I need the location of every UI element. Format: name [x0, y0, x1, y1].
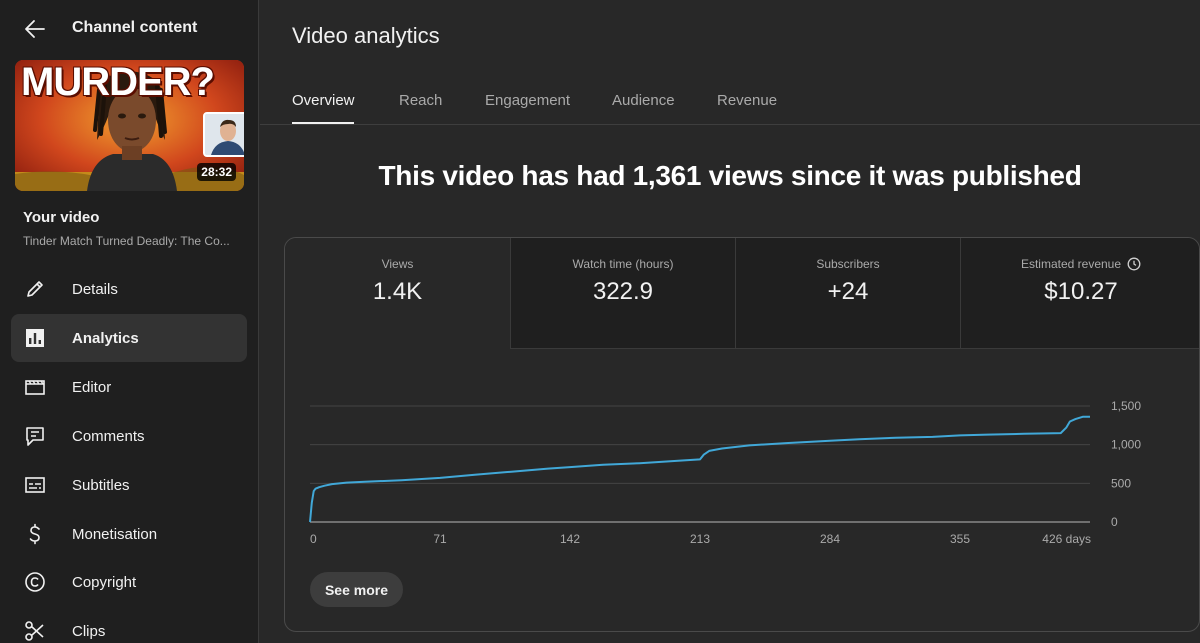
video-duration-badge: 28:32	[197, 163, 236, 181]
x-tick-label: 426 days	[1042, 532, 1091, 546]
views-series-line	[309, 415, 1091, 523]
metric-label: Subscribers	[816, 257, 880, 271]
subtitles-icon	[25, 477, 45, 493]
sidebar-item-details[interactable]: Details	[11, 265, 247, 313]
metric-value: 322.9	[592, 278, 654, 305]
metric-subscribers[interactable]: Subscribers +24	[736, 238, 961, 349]
clock-icon	[1127, 257, 1141, 271]
thumbnail-inset-portrait	[203, 112, 244, 157]
x-tick-label: 355	[950, 532, 970, 546]
analytics-icon	[26, 329, 44, 347]
sidebar-title: Channel content	[72, 19, 198, 36]
sidebar-item-label: Analytics	[72, 329, 139, 347]
metric-value: +24	[827, 278, 869, 305]
views-line-chart: 0 500 1,000 1,500 0 71 142 213 284 355 426 days	[309, 399, 1141, 546]
tab-audience[interactable]: Audience	[612, 92, 675, 109]
your-video-label: Your video	[23, 209, 100, 226]
analytics-tabs: Overview Reach Engagement Audience Reven…	[260, 80, 1200, 125]
metric-value: 1.4K	[372, 278, 423, 305]
x-tick-label: 0	[310, 532, 317, 546]
back-arrow-icon[interactable]	[22, 16, 48, 42]
dollar-icon	[29, 523, 40, 545]
pencil-icon	[27, 281, 43, 297]
metric-estimated-revenue[interactable]: Estimated revenue $10.27	[961, 238, 1199, 349]
sidebar-item-clips[interactable]: Clips	[11, 607, 247, 643]
copyright-icon	[25, 572, 45, 592]
y-tick-label: 1,500	[1111, 399, 1141, 413]
metric-value: $10.27	[1044, 278, 1118, 305]
thumbnail-overlay-text: MURDER?	[21, 60, 215, 104]
metric-views[interactable]: Views 1.4K	[285, 238, 511, 349]
metric-label: Watch time (hours)	[572, 257, 674, 271]
sidebar-item-label: Details	[72, 280, 118, 298]
metric-label: Views	[381, 257, 414, 271]
sidebar-item-monetisation[interactable]: Monetisation	[11, 510, 247, 558]
y-tick-label: 0	[1111, 515, 1118, 529]
comments-icon	[26, 427, 44, 446]
sidebar-item-copyright[interactable]: Copyright	[11, 558, 247, 606]
sidebar-header: Channel content	[0, 0, 259, 58]
tab-reach[interactable]: Reach	[399, 92, 443, 109]
sidebar-item-editor[interactable]: Editor	[11, 363, 247, 411]
metric-label-text: Estimated revenue	[1020, 257, 1122, 271]
active-tab-indicator	[292, 122, 354, 124]
video-title[interactable]: Tinder Match Turned Deadly: The Co...	[23, 234, 230, 248]
page-title: Video analytics	[292, 23, 440, 48]
tab-engagement[interactable]: Engagement	[485, 92, 571, 109]
sidebar-item-label: Copyright	[72, 573, 137, 591]
x-tick-label: 213	[690, 532, 710, 546]
sidebar-item-label: Editor	[72, 378, 112, 396]
sidebar-item-comments[interactable]: Comments	[11, 412, 247, 460]
sidebar-item-label: Clips	[72, 622, 106, 640]
inset-person-icon	[205, 114, 244, 155]
y-tick-label: 500	[1111, 476, 1131, 490]
clapperboard-icon	[25, 380, 45, 395]
see-more-button[interactable]: See more	[310, 572, 403, 607]
sidebar-item-label: Monetisation	[72, 525, 158, 543]
x-tick-label: 142	[560, 532, 580, 546]
analytics-card: Views 1.4K Watch time (hours) 322.9 Subs…	[284, 237, 1200, 632]
sidebar: Channel content MURDER?	[0, 0, 259, 643]
x-tick-label: 284	[820, 532, 840, 546]
metric-label: Estimated revenue	[961, 257, 1199, 271]
scissors-icon	[25, 621, 44, 641]
sidebar-item-label: Comments	[72, 427, 145, 445]
y-tick-label: 1,000	[1111, 438, 1141, 452]
tab-overview[interactable]: Overview	[292, 92, 355, 109]
sidebar-item-label: Subtitles	[72, 476, 130, 494]
sidebar-item-analytics[interactable]: Analytics	[11, 314, 247, 362]
x-tick-label: 71	[433, 532, 447, 546]
video-thumbnail[interactable]: MURDER? 28:32	[15, 60, 244, 191]
tab-revenue[interactable]: Revenue	[717, 92, 778, 109]
views-headline: This video has had 1,361 views since it …	[378, 160, 1082, 191]
sidebar-item-subtitles[interactable]: Subtitles	[11, 461, 247, 509]
metric-watch-time[interactable]: Watch time (hours) 322.9	[511, 238, 736, 349]
